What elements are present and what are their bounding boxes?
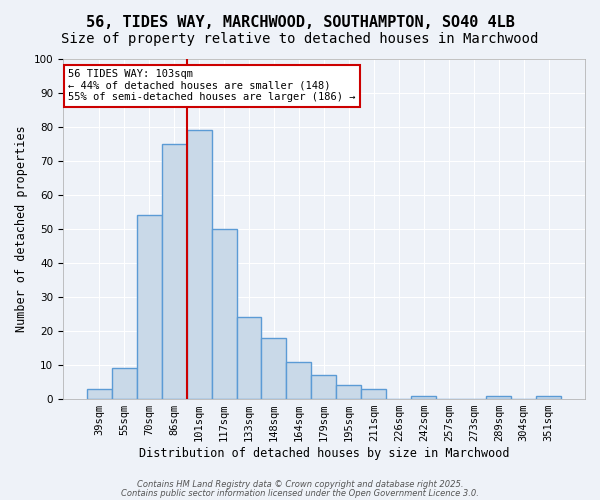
Text: 56 TIDES WAY: 103sqm
← 44% of detached houses are smaller (148)
55% of semi-deta: 56 TIDES WAY: 103sqm ← 44% of detached h… (68, 69, 356, 102)
Bar (187, 130, 212, 399)
Bar (262, 338, 286, 399)
Bar (86, 389, 112, 399)
Bar (286, 362, 311, 399)
Bar (311, 376, 337, 399)
Bar (212, 229, 236, 399)
Bar (161, 144, 187, 399)
Text: Size of property relative to detached houses in Marchwood: Size of property relative to detached ho… (61, 32, 539, 46)
Bar (112, 368, 137, 399)
Y-axis label: Number of detached properties: Number of detached properties (15, 126, 28, 332)
X-axis label: Distribution of detached houses by size in Marchwood: Distribution of detached houses by size … (139, 447, 509, 460)
Text: Contains public sector information licensed under the Open Government Licence 3.: Contains public sector information licen… (121, 488, 479, 498)
Bar (337, 386, 361, 399)
Bar (236, 318, 262, 399)
Bar (137, 216, 161, 399)
Bar (361, 389, 386, 399)
Bar (536, 396, 561, 399)
Text: 56, TIDES WAY, MARCHWOOD, SOUTHAMPTON, SO40 4LB: 56, TIDES WAY, MARCHWOOD, SOUTHAMPTON, S… (86, 15, 514, 30)
Text: Contains HM Land Registry data © Crown copyright and database right 2025.: Contains HM Land Registry data © Crown c… (137, 480, 463, 489)
Bar (412, 396, 436, 399)
Bar (487, 396, 511, 399)
